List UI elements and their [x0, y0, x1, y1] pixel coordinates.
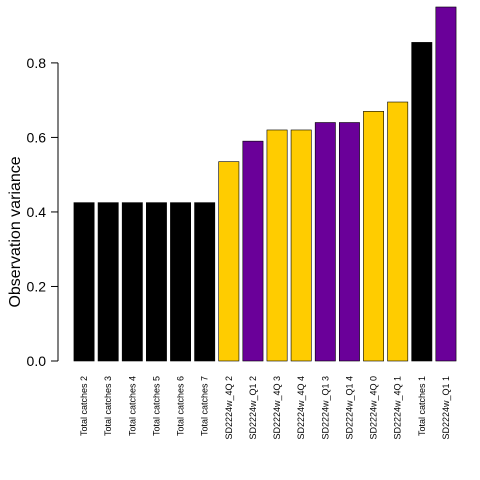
bars — [73, 6, 457, 362]
y-tick-label: 0.6 — [27, 129, 47, 145]
x-tick-label: Total catches 5 — [151, 376, 161, 436]
bar — [218, 161, 240, 362]
bar — [435, 6, 457, 362]
x-tick-label: SD2224w_4Q 4 — [296, 376, 306, 440]
y-tick-label: 0.4 — [27, 204, 47, 220]
x-tick-label: Total catches 7 — [200, 376, 210, 436]
y-tick-label: 0.8 — [27, 55, 47, 71]
bar — [387, 101, 409, 362]
bar — [242, 140, 264, 362]
bar — [170, 202, 191, 362]
bar — [194, 202, 216, 362]
x-tick-labels: Total catches 2 Total catches 3 Total catc… — [79, 376, 451, 440]
x-tick-label: Total catches 3 — [103, 376, 113, 436]
x-tick-label: SD2224w_4Q 3 — [272, 376, 282, 440]
bar — [266, 129, 288, 362]
x-tick-label: SD2224w_4Q 1 — [393, 376, 403, 440]
x-tick-label: Total catches 2 — [79, 376, 89, 436]
bar — [97, 202, 119, 362]
bar — [121, 202, 143, 362]
x-tick-label: SD2224w_Q1 4 — [344, 376, 354, 440]
bar — [363, 111, 384, 362]
bar — [146, 202, 167, 362]
x-tick-label: SD2224w_Q1 3 — [320, 376, 330, 440]
y-tick-label: 0.0 — [27, 353, 47, 369]
x-tick-label: Total catches 6 — [176, 376, 186, 436]
x-tick-label: SD2224w_Q1 2 — [248, 376, 258, 440]
bar — [290, 129, 312, 362]
y-tick-label: 0.2 — [27, 278, 47, 294]
bar — [339, 122, 360, 362]
y-axis: 0.0 0.2 0.4 0.6 0.8 — [27, 55, 59, 369]
x-tick-label: Total catches 1 — [417, 376, 427, 436]
bar — [73, 202, 95, 362]
bar — [411, 42, 433, 362]
x-tick-label: Total catches 4 — [127, 376, 137, 436]
x-tick-label: SD2224w_4Q 2 — [224, 376, 234, 440]
x-tick-label: SD2224w_4Q 0 — [369, 376, 379, 440]
y-axis-label: Observation variance — [7, 156, 24, 307]
bar — [314, 122, 336, 362]
x-tick-label: SD2224w_Q1 1 — [441, 376, 451, 440]
